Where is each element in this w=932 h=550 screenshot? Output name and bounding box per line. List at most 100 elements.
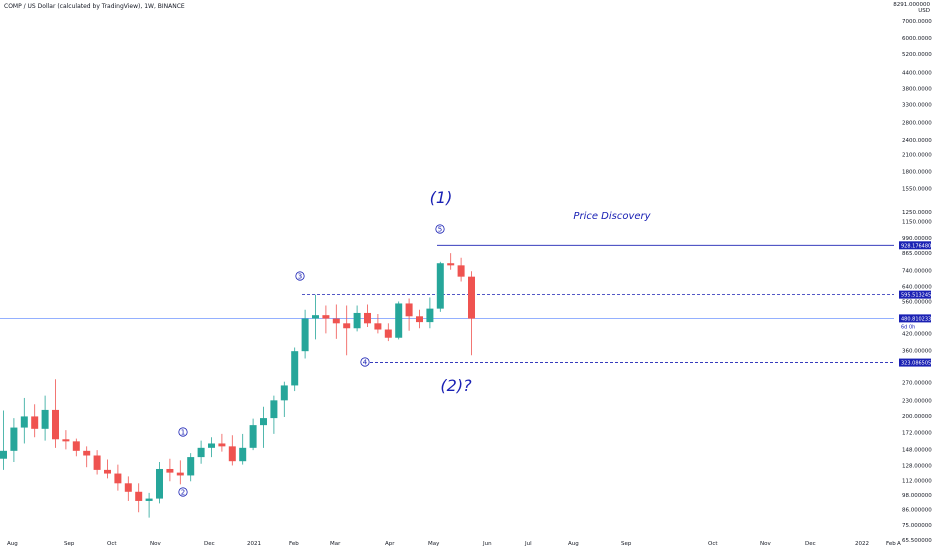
sub-wave-circle bbox=[295, 271, 305, 281]
candle bbox=[364, 304, 371, 327]
candle-body bbox=[322, 315, 330, 319]
candle bbox=[10, 418, 18, 463]
y-tick-label: 740.000000 bbox=[902, 268, 932, 274]
y-tick-label: 990.000000 bbox=[902, 236, 932, 242]
candle-body bbox=[0, 450, 7, 459]
x-tick-label: May bbox=[428, 541, 440, 547]
candle-body bbox=[104, 469, 111, 474]
y-tick-label: 112.000000 bbox=[902, 478, 932, 484]
y-tick-label: 2800.000000 bbox=[902, 121, 932, 127]
candle-body bbox=[187, 457, 195, 476]
candle-body bbox=[218, 443, 226, 447]
candle-body bbox=[135, 491, 143, 501]
candle-body bbox=[249, 425, 257, 448]
y-tick-label: 1550.000000 bbox=[902, 186, 932, 192]
wave-1-label: (1) bbox=[430, 188, 453, 207]
candle bbox=[447, 253, 455, 270]
x-tick-label: Dec bbox=[805, 541, 816, 547]
y-tick-label: 75.000000 bbox=[902, 523, 932, 529]
candle bbox=[218, 433, 226, 452]
candle-body bbox=[343, 323, 351, 329]
x-tick-label: Nov bbox=[760, 541, 771, 547]
candle bbox=[260, 406, 267, 448]
price-level-tag-text: 595.513245 bbox=[901, 293, 931, 299]
y-tick-label: 6000.000000 bbox=[902, 36, 932, 42]
candle bbox=[124, 476, 132, 501]
y-tick-label: 420.000000 bbox=[902, 331, 932, 337]
candle bbox=[83, 446, 91, 468]
y-tick-label: 148.000000 bbox=[902, 447, 932, 453]
price-discovery-label: Price Discovery bbox=[573, 211, 651, 222]
candle-body bbox=[436, 263, 444, 309]
x-tick-label: Feb bbox=[289, 541, 299, 547]
candle bbox=[114, 464, 122, 491]
x-tick-label: Aug bbox=[7, 541, 18, 547]
candle bbox=[156, 462, 163, 504]
y-tick-label: 640.000000 bbox=[902, 285, 932, 291]
candle bbox=[468, 271, 475, 356]
y-tick-label: 560.000000 bbox=[902, 299, 932, 305]
y-tick-label: 1800.000000 bbox=[902, 170, 932, 176]
candle bbox=[31, 404, 39, 438]
candle bbox=[249, 418, 257, 451]
price-level-tag bbox=[899, 290, 931, 299]
candle bbox=[343, 305, 351, 356]
x-tick-label: Oct bbox=[708, 541, 718, 547]
candle-body bbox=[145, 498, 153, 501]
candle-body bbox=[301, 318, 309, 352]
y-tick-label: 65.500000 bbox=[902, 538, 932, 544]
x-tick-label: Dec bbox=[204, 541, 215, 547]
sub-wave-marker: 2 bbox=[178, 487, 188, 497]
candle bbox=[0, 410, 7, 470]
candle bbox=[332, 304, 340, 339]
candle bbox=[208, 437, 215, 458]
candle-body bbox=[41, 409, 49, 429]
candle bbox=[312, 294, 319, 340]
y-tick-label: 3800.000000 bbox=[902, 87, 932, 93]
candle bbox=[93, 450, 101, 475]
candle-body bbox=[176, 472, 184, 476]
sub-wave-number: 4 bbox=[363, 358, 368, 366]
candle bbox=[395, 301, 403, 340]
candle-body bbox=[208, 443, 215, 448]
candle bbox=[374, 314, 382, 334]
sub-wave-circle bbox=[178, 427, 188, 437]
y-tick-label: 4400.000000 bbox=[902, 70, 932, 76]
y-tick-label: 1150.000000 bbox=[902, 219, 932, 225]
candle-body bbox=[312, 315, 319, 319]
candle-body bbox=[447, 263, 455, 266]
candle-body bbox=[166, 468, 174, 473]
candle-body bbox=[239, 447, 247, 462]
candle-body bbox=[280, 385, 288, 401]
price-level-tag-text: 480.810233 bbox=[901, 316, 931, 322]
sub-wave-circle bbox=[360, 357, 370, 367]
x-tick-label: Jun bbox=[482, 541, 492, 547]
x-tick-label: Sep bbox=[621, 541, 632, 547]
y-tick-label: 128.000000 bbox=[902, 463, 932, 469]
candle-body bbox=[426, 308, 434, 323]
candle-body bbox=[395, 303, 403, 338]
candle bbox=[405, 298, 413, 331]
price-level-tag-text: 928.176480 bbox=[901, 243, 931, 249]
x-tick-label: Aug bbox=[568, 541, 579, 547]
candle-body bbox=[197, 447, 205, 458]
candle bbox=[52, 379, 59, 448]
price-level-tag bbox=[899, 358, 931, 367]
candle bbox=[145, 492, 153, 518]
y-tick-label: 200.000000 bbox=[902, 414, 932, 420]
sub-wave-number: 2 bbox=[181, 488, 185, 496]
y-tick-label: 2100.000000 bbox=[902, 153, 932, 159]
y-tick-label: 7000.000000 bbox=[902, 19, 932, 25]
candle bbox=[20, 397, 28, 444]
candle-body bbox=[114, 473, 122, 484]
candle bbox=[457, 257, 465, 282]
y-tick-label: 5200.000000 bbox=[902, 52, 932, 58]
sub-wave-marker: 1 bbox=[178, 427, 188, 437]
candle bbox=[301, 309, 309, 359]
x-tick-label: Apr bbox=[385, 541, 395, 547]
y-tick-label: 98.000000 bbox=[902, 493, 932, 499]
sub-wave-circle bbox=[178, 487, 188, 497]
candle bbox=[436, 261, 444, 312]
y-tick-label: 865.000000 bbox=[902, 251, 932, 257]
